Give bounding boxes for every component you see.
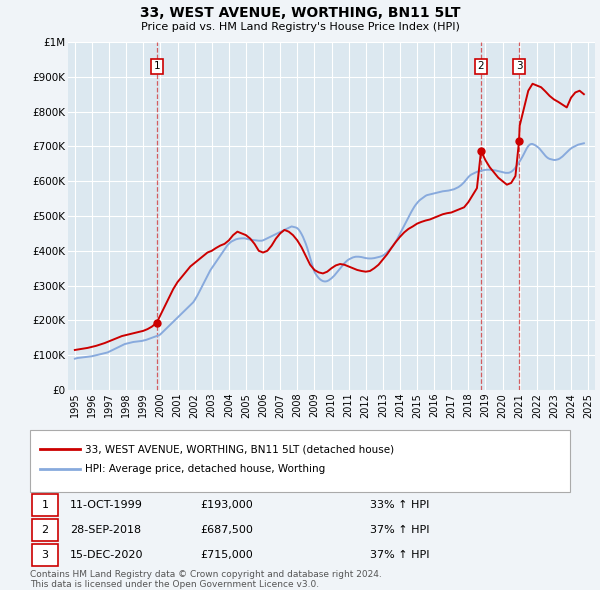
Text: £193,000: £193,000 [200, 500, 253, 510]
Text: 37% ↑ HPI: 37% ↑ HPI [370, 525, 430, 535]
Text: 28-SEP-2018: 28-SEP-2018 [70, 525, 141, 535]
Text: Price paid vs. HM Land Registry's House Price Index (HPI): Price paid vs. HM Land Registry's House … [140, 22, 460, 32]
Text: 1: 1 [154, 61, 160, 71]
Text: 11-OCT-1999: 11-OCT-1999 [70, 500, 143, 510]
Text: 2: 2 [41, 525, 49, 535]
Text: 33% ↑ HPI: 33% ↑ HPI [370, 500, 430, 510]
Text: Contains HM Land Registry data © Crown copyright and database right 2024.
This d: Contains HM Land Registry data © Crown c… [30, 570, 382, 589]
Text: 2: 2 [478, 61, 484, 71]
Text: 37% ↑ HPI: 37% ↑ HPI [370, 550, 430, 560]
Text: 3: 3 [41, 550, 49, 560]
Text: 15-DEC-2020: 15-DEC-2020 [70, 550, 143, 560]
Text: 1: 1 [41, 500, 49, 510]
Text: £687,500: £687,500 [200, 525, 253, 535]
Text: 33, WEST AVENUE, WORTHING, BN11 5LT (detached house): 33, WEST AVENUE, WORTHING, BN11 5LT (det… [85, 444, 394, 454]
Text: HPI: Average price, detached house, Worthing: HPI: Average price, detached house, Wort… [85, 464, 325, 474]
Text: 3: 3 [516, 61, 523, 71]
Text: £715,000: £715,000 [200, 550, 253, 560]
Text: 33, WEST AVENUE, WORTHING, BN11 5LT: 33, WEST AVENUE, WORTHING, BN11 5LT [140, 6, 460, 20]
